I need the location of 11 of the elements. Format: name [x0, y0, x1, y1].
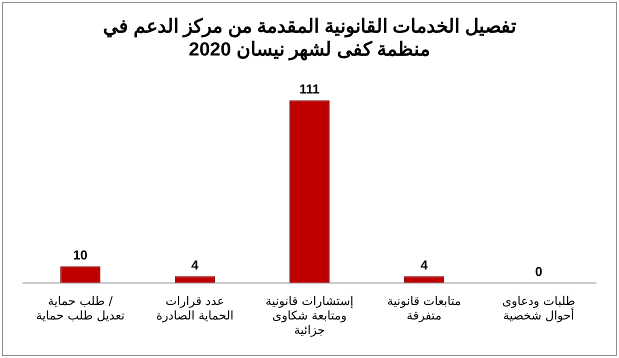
x-tick-label: متابعات قانونية متفرقة	[387, 294, 462, 323]
x-tick-label: طلب حماية / تعديل طلب حماية	[36, 294, 125, 323]
data-label: 0	[535, 264, 542, 279]
x-tick-label: طلبات ودعاوى أحوال شخصية	[502, 294, 576, 323]
data-label: 10	[73, 247, 88, 262]
data-label: 4	[420, 257, 428, 272]
data-label: 4	[191, 257, 200, 272]
x-tick-label: عدد قرارات الحماية الصادرة	[156, 294, 234, 323]
data-label: 111	[299, 81, 320, 96]
x-tick-label: إستشارات قانونية ومتابعة شكاوى جزائية	[266, 294, 354, 337]
chart-title: تفصيل الخدمات القانونية المقدمة من مركز الدعم في منظمة كفى لشهر نيسان 2020	[103, 16, 516, 60]
